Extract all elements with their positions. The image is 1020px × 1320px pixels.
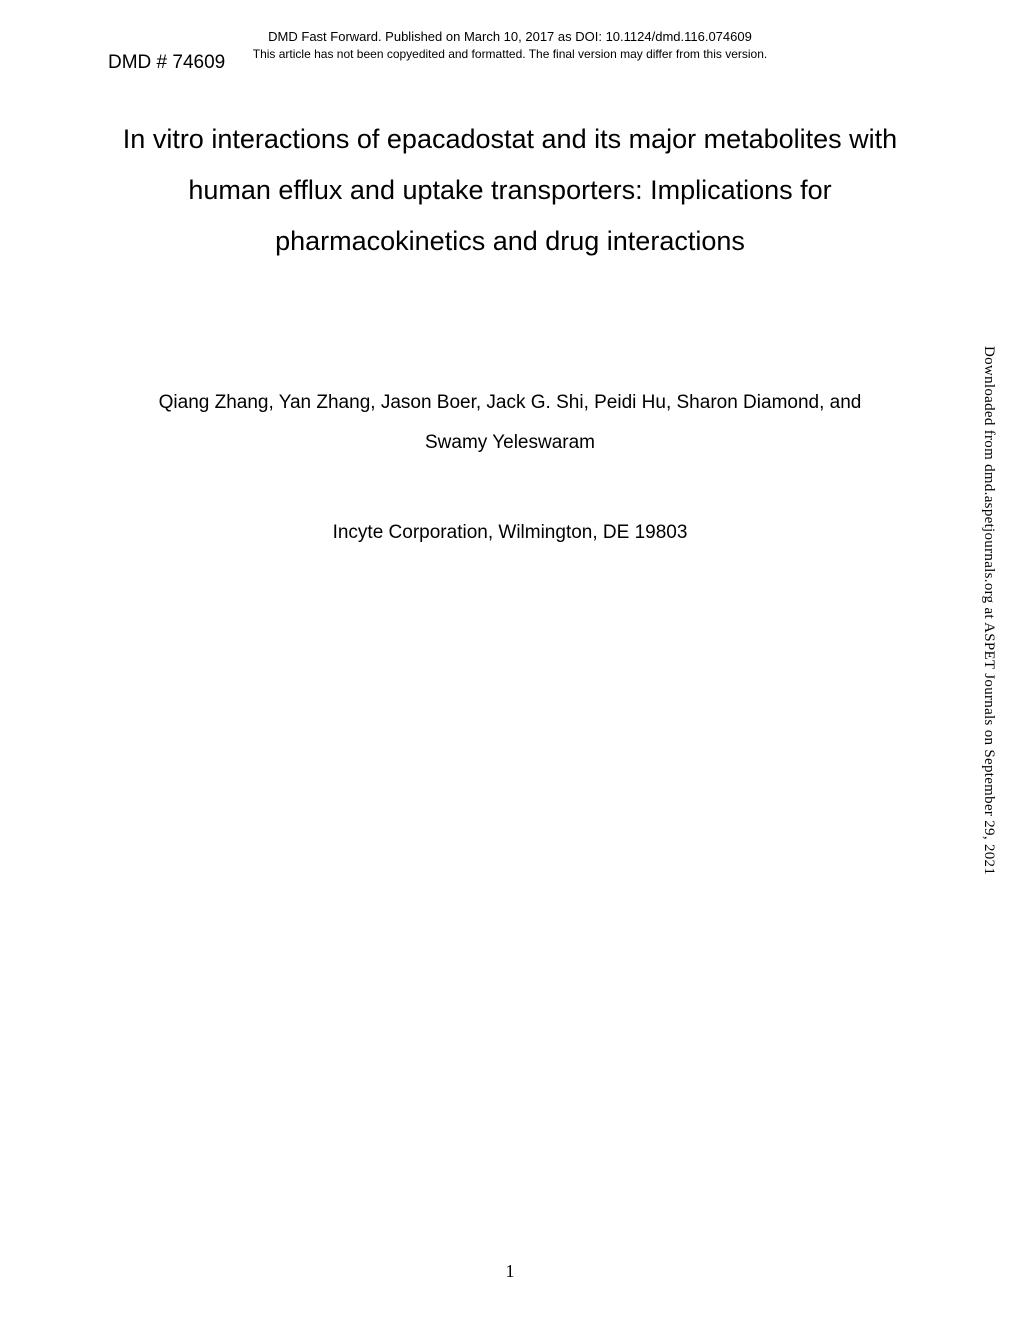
authors-line-1: Qiang Zhang, Yan Zhang, Jason Boer, Jack…: [60, 383, 960, 423]
title-line-2: human efflux and uptake transporters: Im…: [40, 165, 980, 216]
dmd-number: DMD # 74609: [108, 52, 225, 74]
title-line-3: pharmacokinetics and drug interactions: [40, 216, 980, 267]
authors-line-2: Swamy Yeleswaram: [60, 423, 960, 463]
affiliation-line: Incyte Corporation, Wilmington, DE 19803: [0, 522, 1020, 544]
title-line-1: In vitro interactions of epacadostat and…: [40, 114, 980, 165]
download-watermark: Downloaded from dmd.aspetjournals.org at…: [980, 346, 997, 875]
paper-title: In vitro interactions of epacadostat and…: [0, 114, 1020, 268]
doi-line: DMD Fast Forward. Published on March 10,…: [0, 28, 1020, 46]
authors: Qiang Zhang, Yan Zhang, Jason Boer, Jack…: [0, 383, 1020, 463]
page-number: 1: [506, 1261, 515, 1282]
affiliation: Incyte Corporation, Wilmington, DE 19803: [0, 522, 1020, 544]
